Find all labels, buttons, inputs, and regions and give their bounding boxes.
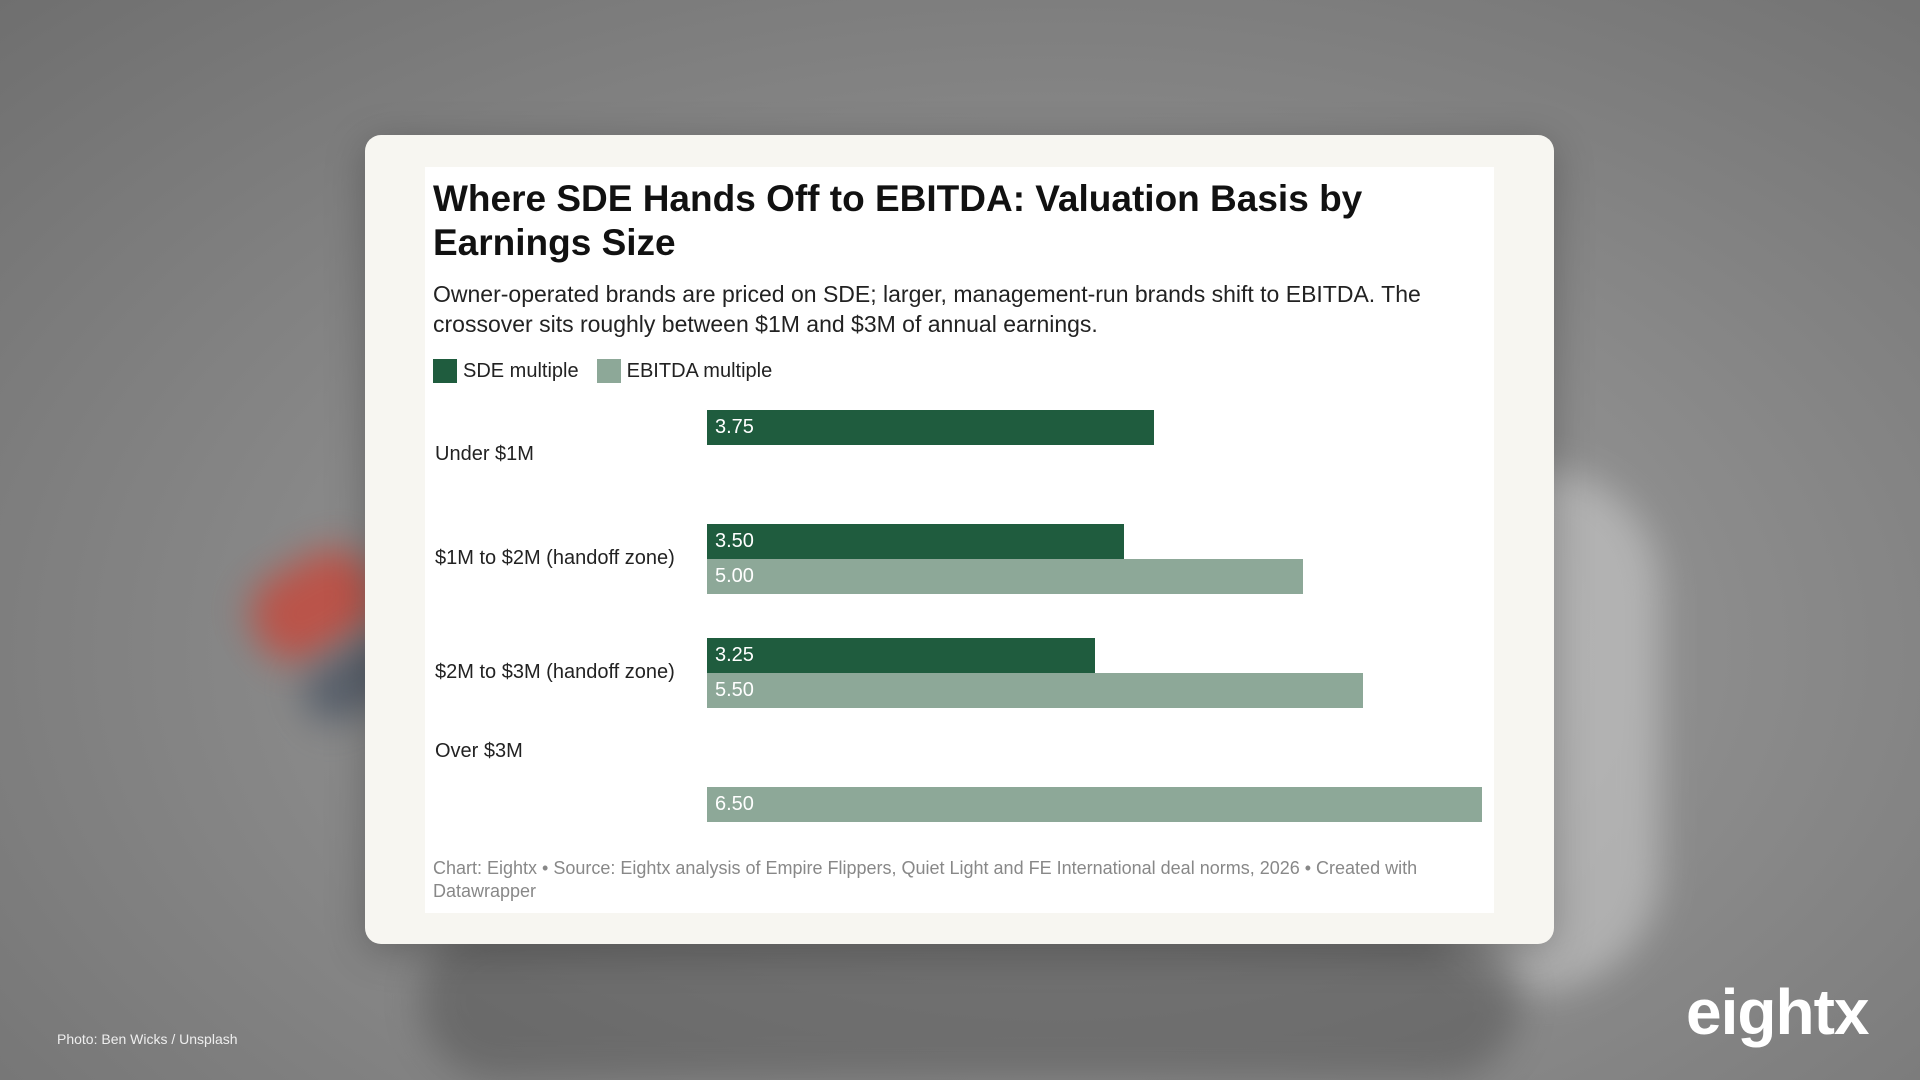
sde-bar [707, 638, 1095, 673]
eightx-logo: eightx [1686, 976, 1869, 1048]
chart-title: Where SDE Hands Off to EBITDA: Valuation… [433, 178, 1363, 263]
category-label: $1M to $2M (handoff zone) [435, 547, 675, 569]
bar-value-label: 5.50 [715, 679, 754, 701]
bar-value-label: 3.25 [715, 644, 754, 666]
chart-panel: Where SDE Hands Off to EBITDA: Valuation… [425, 167, 1494, 913]
ebitda-bar [707, 559, 1304, 594]
legend-item-sde: SDE multiple [433, 359, 579, 383]
bar-value-label: 5.00 [715, 565, 754, 587]
bar-value-label: 3.50 [715, 530, 754, 552]
chart-legend: SDE multiple EBITDA multiple [433, 359, 772, 383]
background-blur-shadow [420, 920, 1520, 1080]
chart-footer: Chart: Eightx • Source: Eightx analysis … [433, 858, 1418, 901]
legend-item-ebitda: EBITDA multiple [596, 359, 773, 383]
legend-swatch-sde [433, 359, 457, 383]
bar-value-label: 3.75 [715, 416, 754, 438]
photo-credit: Photo: Ben Wicks / Unsplash [57, 1031, 238, 1047]
legend-label-sde: SDE multiple [463, 359, 579, 382]
chart-subtitle: Owner-operated brands are priced on SDE;… [433, 281, 1421, 337]
category-label: Over $3M [435, 740, 523, 762]
legend-swatch-ebitda [596, 359, 621, 383]
category-label: Under $1M [435, 443, 534, 465]
sde-bar [707, 410, 1155, 445]
ebitda-bar [707, 787, 1482, 822]
bar-value-label: 6.50 [715, 793, 754, 815]
chart-card: Where SDE Hands Off to EBITDA: Valuation… [365, 135, 1554, 944]
sde-bar [707, 524, 1125, 559]
category-label: $2M to $3M (handoff zone) [435, 661, 675, 683]
legend-label-ebitda: EBITDA multiple [626, 359, 773, 382]
ebitda-bar [707, 673, 1363, 708]
